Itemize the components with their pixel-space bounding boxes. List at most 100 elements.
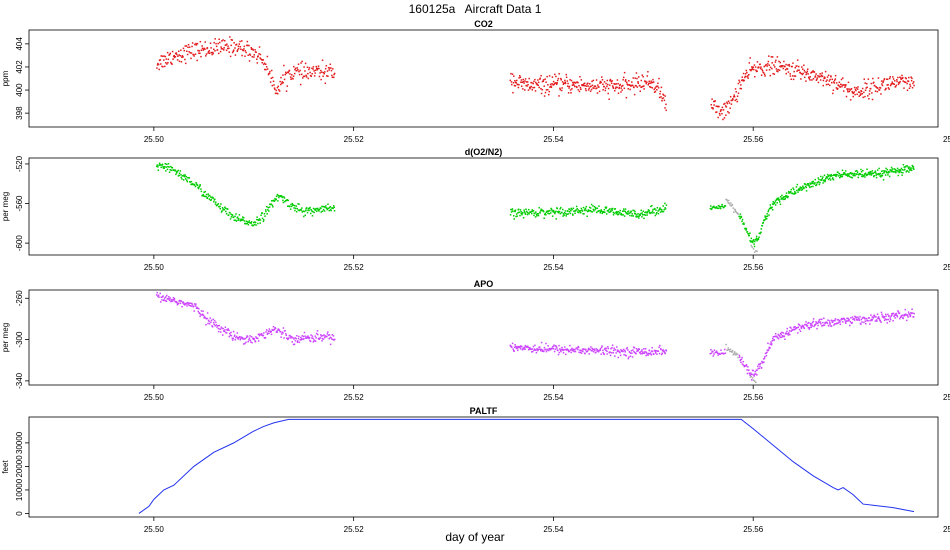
data-point	[201, 195, 204, 197]
data-point	[173, 299, 175, 301]
data-point	[318, 337, 321, 340]
data-point	[838, 172, 841, 175]
data-point	[548, 212, 551, 215]
data-point	[617, 213, 620, 215]
data-point	[892, 170, 895, 173]
data-point	[516, 215, 518, 217]
data-point	[646, 81, 648, 84]
data-point	[615, 211, 617, 214]
data-point	[248, 337, 251, 339]
data-point	[512, 348, 514, 350]
data-point	[256, 58, 258, 60]
data-point	[860, 168, 862, 171]
data-point	[641, 74, 644, 76]
data-segment-3	[709, 203, 727, 211]
data-point	[567, 349, 570, 351]
data-point	[276, 92, 278, 95]
data-point	[278, 195, 281, 197]
data-point	[200, 190, 203, 193]
data-point	[267, 209, 269, 211]
data-point	[842, 77, 844, 79]
data-point	[289, 208, 292, 210]
data-point	[765, 218, 767, 220]
data-point	[870, 82, 873, 85]
data-point	[767, 209, 770, 211]
data-point	[333, 206, 336, 209]
data-point	[214, 198, 216, 201]
x-tick-label: 25.54	[543, 135, 564, 144]
data-point	[612, 211, 615, 214]
data-point	[297, 203, 299, 205]
data-point	[220, 211, 223, 213]
data-point	[553, 345, 555, 347]
y-tick-label: 404	[15, 37, 24, 51]
data-point	[749, 57, 751, 59]
data-point	[818, 75, 821, 78]
data-segment-5	[738, 163, 915, 248]
data-point	[793, 70, 795, 73]
data-point	[798, 328, 801, 331]
data-point	[182, 175, 184, 177]
data-point	[162, 59, 165, 61]
data-point	[712, 351, 714, 353]
data-point	[581, 210, 584, 212]
data-point	[327, 75, 329, 78]
data-point	[186, 50, 188, 53]
data-point	[907, 316, 909, 318]
data-point	[811, 71, 814, 73]
data-point	[239, 338, 242, 341]
data-point	[863, 91, 865, 94]
x-tick-label: 25.58	[943, 393, 950, 402]
data-point	[293, 204, 296, 207]
data-point	[834, 318, 837, 320]
data-point	[317, 67, 319, 70]
data-point	[610, 208, 613, 210]
data-point	[825, 177, 827, 180]
data-point	[843, 318, 846, 320]
flagged-point	[726, 200, 729, 202]
data-point	[169, 52, 172, 55]
data-point	[727, 100, 730, 102]
data-point	[850, 317, 852, 319]
data-point	[173, 54, 176, 57]
data-point	[228, 335, 231, 338]
data-point	[184, 58, 186, 61]
data-point	[804, 185, 807, 188]
data-point	[851, 90, 853, 93]
data-point	[626, 212, 628, 215]
data-point	[815, 321, 817, 323]
data-point	[237, 45, 240, 48]
data-point	[281, 82, 283, 85]
data-point	[299, 339, 301, 341]
data-point	[175, 52, 178, 54]
data-point	[814, 76, 816, 78]
data-point	[749, 374, 752, 376]
data-point	[549, 212, 552, 214]
data-point	[584, 84, 586, 87]
data-point	[897, 311, 900, 313]
data-point	[738, 81, 741, 83]
data-point	[827, 74, 830, 77]
data-point	[323, 334, 325, 336]
data-point	[661, 352, 663, 355]
data-point	[853, 174, 855, 177]
data-point	[566, 213, 568, 216]
data-point	[219, 41, 221, 44]
data-point	[881, 83, 883, 85]
data-point	[226, 208, 229, 210]
data-point	[171, 63, 173, 65]
data-point	[587, 348, 590, 351]
data-point	[658, 208, 661, 210]
data-point	[888, 315, 890, 318]
data-point	[873, 314, 876, 317]
data-point	[751, 241, 754, 244]
data-point	[808, 185, 810, 187]
data-point	[616, 211, 618, 213]
data-point	[805, 186, 808, 189]
data-point	[318, 208, 321, 211]
data-point	[326, 208, 329, 211]
data-point	[651, 350, 654, 353]
data-point	[757, 363, 760, 366]
data-point	[835, 87, 838, 89]
data-point	[536, 348, 538, 350]
